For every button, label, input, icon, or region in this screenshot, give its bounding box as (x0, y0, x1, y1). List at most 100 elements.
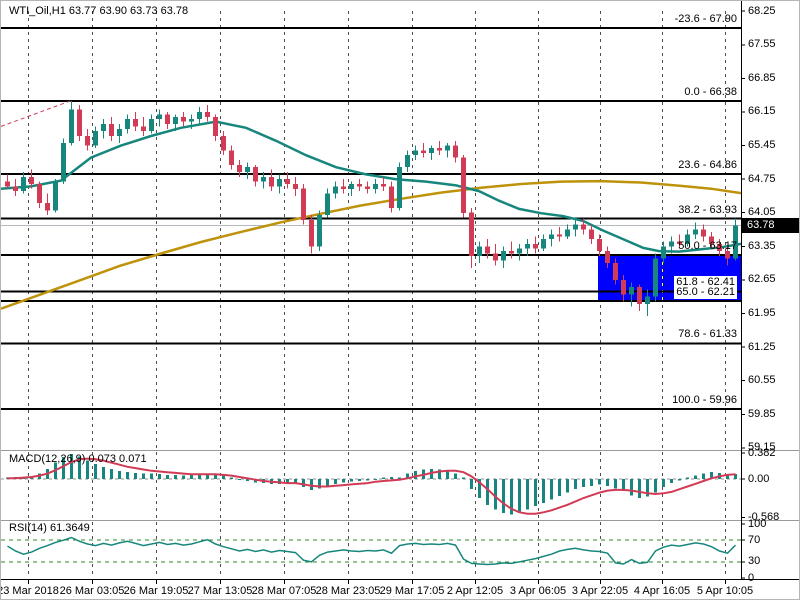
candle-body (373, 184, 378, 189)
candle-body (493, 253, 498, 261)
candle-body (333, 186, 338, 194)
time-label: 26 Mar 03:05 (59, 585, 125, 597)
macd-histogram-bar (134, 472, 137, 479)
macd-tick-label: -0.568 (748, 511, 780, 523)
macd-histogram-bar (126, 472, 129, 479)
macd-histogram-bar (302, 479, 305, 488)
macd-histogram-bar (502, 479, 505, 513)
candle-body (357, 184, 362, 187)
candle-body (149, 119, 154, 132)
candle-body (13, 186, 18, 192)
candle-body (477, 246, 482, 256)
macd-histogram-bar (78, 456, 81, 479)
macd-histogram-bar (510, 479, 513, 515)
candle-body (397, 167, 402, 208)
macd-histogram-bar (606, 479, 609, 486)
candle-body (469, 212, 474, 256)
macd-histogram-bar (550, 479, 553, 500)
candle-body (269, 176, 274, 187)
macd-histogram-bar (470, 479, 473, 490)
candle-body (101, 124, 106, 132)
candle-body (637, 287, 642, 304)
macd-histogram-bar (694, 475, 697, 479)
candle-body (253, 167, 258, 182)
macd-histogram-bar (462, 477, 465, 479)
candle-body (653, 258, 658, 297)
macd-histogram-bar (454, 473, 457, 479)
candle-body (389, 186, 394, 208)
macd-histogram-bar (158, 474, 161, 479)
macd-histogram-bar (214, 474, 217, 479)
candle-body (693, 229, 698, 235)
candle-body (349, 184, 354, 189)
fib-level-label: 61.8 - 62.41 (674, 276, 737, 289)
macd-histogram-bar (62, 457, 65, 479)
candle-body (597, 239, 602, 252)
candle-body (5, 181, 10, 187)
time-label: 23 Mar 2018 (0, 585, 59, 597)
macd-histogram-bar (734, 474, 737, 479)
candle-body (701, 229, 706, 237)
candle-body (69, 109, 74, 144)
price-tick-label: 59.15 (748, 441, 776, 453)
candle-body (445, 145, 450, 151)
macd-histogram-bar (166, 474, 169, 479)
candle-body (197, 112, 202, 120)
macd-histogram-bar (526, 479, 529, 510)
candle-body (221, 136, 226, 151)
macd-histogram-bar (662, 479, 665, 488)
macd-histogram-bar (646, 479, 649, 497)
macd-histogram-bar (622, 479, 625, 492)
candle-body (549, 234, 554, 240)
candle-body (301, 188, 306, 220)
time-label: 28 Mar 23:05 (315, 585, 381, 597)
candle-body (677, 241, 682, 244)
candle-body (405, 155, 410, 168)
candle-body (381, 184, 386, 187)
candle-body (189, 119, 194, 122)
candle-body (261, 176, 266, 182)
candle-body (325, 193, 330, 216)
macd-histogram-bar (374, 479, 377, 480)
macd-histogram-bar (182, 475, 185, 479)
macd-histogram-bar (86, 460, 89, 479)
candle-body (733, 225, 738, 259)
candle-body (85, 136, 90, 146)
candle-body (557, 234, 562, 237)
price-tick-label: 66.15 (748, 105, 776, 117)
price-tick-label: 68.25 (748, 5, 776, 17)
macd-histogram-bar (230, 477, 233, 479)
candle-body (669, 241, 674, 247)
candle-body (61, 143, 66, 182)
macd-signal-line (7, 457, 736, 515)
macd-histogram-bar (534, 479, 537, 507)
rsi-tick-label: 0 (748, 572, 755, 584)
fib-level-label: 100.0 - 59.96 (672, 394, 737, 406)
candle-body (181, 116, 186, 122)
candle-body (45, 203, 50, 211)
candle-body (573, 224, 578, 230)
price-tick-label: 60.55 (748, 374, 776, 386)
fib-level-label: 38.2 - 63.93 (678, 204, 737, 216)
rsi-tick-label: 30 (748, 555, 761, 567)
macd-histogram-bar (726, 474, 729, 479)
candle-body (109, 124, 114, 136)
candle-body (93, 131, 98, 146)
candle-body (277, 179, 282, 187)
macd-histogram-bar (150, 473, 153, 479)
macd-histogram-bar (702, 473, 705, 479)
candle-body (461, 157, 466, 213)
macd-histogram-bar (478, 479, 481, 498)
macd-histogram-bar (142, 473, 145, 479)
candle-body (525, 243, 530, 249)
macd-histogram-bar (686, 477, 689, 479)
candle-body (125, 119, 130, 129)
rsi-indicator-label: RSI(14) 61.3649 (9, 522, 90, 534)
macd-histogram-bar (382, 477, 385, 479)
macd-histogram-bar (630, 479, 633, 496)
macd-histogram-bar (670, 479, 673, 484)
macd-tick-label: 0.382 (748, 447, 776, 459)
macd-histogram-bar (494, 479, 497, 510)
